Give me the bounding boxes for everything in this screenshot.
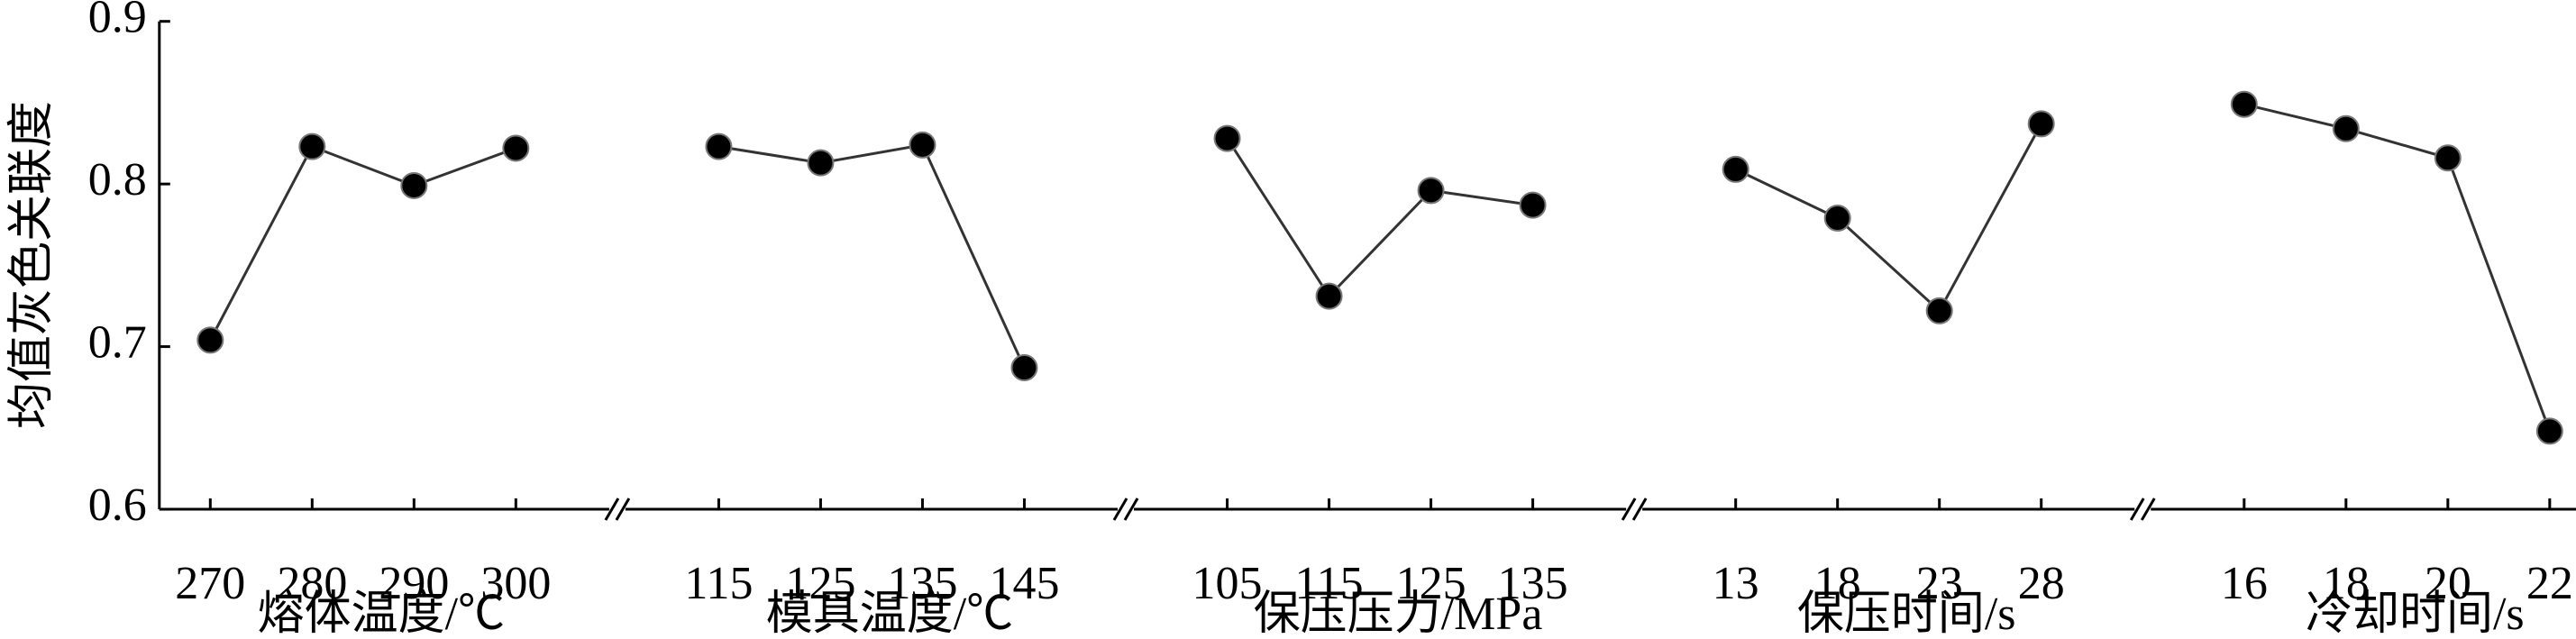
data-point xyxy=(502,134,530,162)
data-point xyxy=(196,326,224,354)
x-tick-label: 280 xyxy=(277,558,347,609)
group-label: 模具温度/℃ xyxy=(766,589,1013,639)
x-tick-label: 145 xyxy=(989,558,1059,609)
series-line xyxy=(1226,137,1533,299)
y-tick-label: 0.7 xyxy=(88,317,147,369)
x-tick-label: 22 xyxy=(2526,558,2573,609)
data-point xyxy=(705,132,733,160)
x-tick-label: 28 xyxy=(2018,558,2065,609)
series-line xyxy=(2243,103,2552,432)
data-point xyxy=(1925,297,1953,324)
data-point xyxy=(1315,282,1343,310)
axis-break xyxy=(2129,498,2145,521)
axis-break xyxy=(1631,498,1648,521)
data-point xyxy=(1010,354,1038,382)
x-tick-label: 23 xyxy=(1916,558,1963,609)
data-point xyxy=(1213,124,1241,152)
x-tick-label: 115 xyxy=(1295,558,1364,609)
data-point xyxy=(807,149,835,177)
x-tick-label: 20 xyxy=(2425,558,2471,609)
x-tick-label: 135 xyxy=(887,558,957,609)
data-point xyxy=(1519,191,1547,219)
x-tick-label: 290 xyxy=(379,558,449,609)
axis-break xyxy=(604,498,620,521)
x-tick-label: 125 xyxy=(785,558,855,609)
group-label: 保压时间/s xyxy=(1797,589,2016,639)
data-point xyxy=(298,132,326,160)
axis-break xyxy=(615,498,631,521)
x-tick-label: 13 xyxy=(1713,558,1759,609)
series-line xyxy=(718,143,1026,369)
y-tick-label: 0.6 xyxy=(88,479,147,531)
x-tick-label: 115 xyxy=(684,558,753,609)
x-tick-label: 105 xyxy=(1192,558,1263,609)
data-point xyxy=(1823,205,1851,233)
y-tick-label: 0.8 xyxy=(88,154,147,205)
series-line xyxy=(208,144,516,342)
y-axis-label: 均值灰色关联度 xyxy=(6,101,58,429)
x-tick-label: 16 xyxy=(2221,558,2268,609)
x-tick-label: 135 xyxy=(1498,558,1568,609)
axis-break xyxy=(1621,498,1637,521)
x-tick-label: 18 xyxy=(1814,558,1861,609)
data-point xyxy=(1722,155,1749,183)
data-point xyxy=(909,131,936,159)
data-point xyxy=(2535,417,2563,445)
data-point xyxy=(2332,114,2360,142)
x-tick-label: 18 xyxy=(2323,558,2370,609)
data-point xyxy=(2434,144,2462,172)
group-label: 冷却时间/s xyxy=(2306,589,2525,639)
x-tick-label: 270 xyxy=(175,558,245,609)
group-label: 保压压力/MPa xyxy=(1254,589,1543,639)
y-tick-label: 0.9 xyxy=(88,0,147,43)
series-line xyxy=(1735,123,2043,314)
x-tick-label: 300 xyxy=(480,558,551,609)
axis-break xyxy=(2140,498,2156,521)
x-tick-label: 125 xyxy=(1396,558,1466,609)
axis-break xyxy=(1123,498,1139,521)
data-point xyxy=(2230,90,2258,118)
data-point xyxy=(1417,177,1445,205)
data-point xyxy=(2027,110,2055,138)
data-point xyxy=(400,171,428,199)
group-label: 熔体温度/℃ xyxy=(258,589,505,639)
axis-break xyxy=(1112,498,1128,521)
